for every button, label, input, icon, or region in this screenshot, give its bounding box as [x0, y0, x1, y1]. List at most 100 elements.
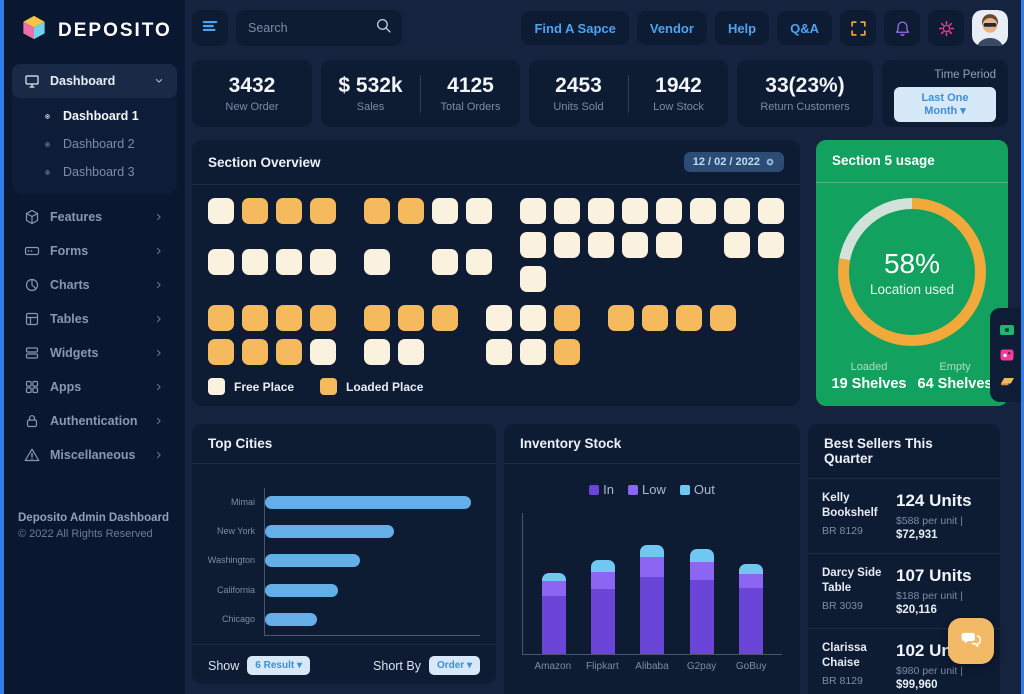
sidebar-item-forms[interactable]: Forms: [12, 234, 177, 268]
fullscreen-button[interactable]: [840, 10, 876, 46]
shelf-free: [656, 232, 682, 258]
sidebar-item-label: Dashboard: [50, 74, 116, 88]
sidebar-item-authentication[interactable]: Authentication: [12, 404, 177, 438]
sidebar-item-label: Authentication: [50, 414, 138, 428]
shelf-free: [690, 198, 716, 224]
time-period-dropdown[interactable]: Last One Month ▾: [894, 87, 996, 122]
show-results-dropdown[interactable]: 6 Result ▾: [247, 656, 310, 675]
city-label: Mimai: [231, 496, 255, 507]
inventory-segment-in: [689, 580, 714, 654]
header-link-find-a-sapce[interactable]: Find A Sapce: [521, 11, 629, 45]
date-filter-badge[interactable]: 12 / 02 / 2022: [683, 152, 784, 172]
shelf-free: [364, 339, 390, 365]
brand-logo[interactable]: DEPOSITO: [4, 0, 185, 58]
sort-order-dropdown[interactable]: Order ▾: [428, 656, 480, 675]
stat-label: New Order: [225, 101, 279, 114]
shelf-loaded: [554, 339, 580, 365]
shelf-loaded: [242, 198, 268, 224]
stat-divider: [628, 74, 629, 113]
header-links: Find A Sapce Vendor Help Q&A: [521, 11, 832, 45]
sidebar-item-widgets[interactable]: Widgets: [12, 336, 177, 370]
stat-cell-new-order: 3432 New Order: [192, 74, 312, 113]
sidebar-item-tables[interactable]: Tables: [12, 302, 177, 336]
chevron-right-icon: [153, 449, 165, 461]
legend-item-loaded-place: Loaded Place: [320, 378, 423, 395]
sidebar-item-features[interactable]: Features: [12, 200, 177, 234]
sidebar-item-dashboard[interactable]: Dashboard: [12, 64, 177, 98]
inventory-legend-label: In: [603, 482, 614, 497]
shelf-free: [242, 249, 268, 275]
seller-item-kelly-bookshelf[interactable]: Kelly Bookshelf BR 8129 124 Units $588 per …: [808, 479, 1000, 554]
header-link-q-a[interactable]: Q&A: [777, 11, 832, 45]
gear-button[interactable]: [928, 10, 964, 46]
sidebar-item-charts[interactable]: Charts: [12, 268, 177, 302]
gear-icon: [938, 20, 955, 37]
inventory-segment-in: [541, 596, 566, 654]
shelf-loaded: [398, 305, 424, 331]
sidebar-submenu: Dashboard 1 Dashboard 2 Dashboard 3: [12, 98, 177, 194]
top-cities-title: Top Cities: [208, 436, 273, 451]
inventory-bar-g2pay: [689, 549, 714, 654]
date-badge-text: 12 / 02 / 2022: [692, 156, 760, 168]
user-avatar[interactable]: [972, 10, 1008, 46]
usage-stat-empty: Empty 64 Shelves: [912, 361, 998, 392]
city-label: California: [216, 584, 255, 595]
seller-code: BR 3039: [822, 599, 863, 612]
chat-fab-button[interactable]: [948, 618, 994, 664]
shelf-loaded: [676, 305, 702, 331]
green-app-icon[interactable]: [998, 322, 1016, 338]
shelf-free: [520, 339, 546, 365]
search-icon[interactable]: [375, 17, 392, 39]
sidebar-subitem-label: Dashboard 1: [63, 109, 139, 123]
inventory-category-label: Flipkart: [585, 661, 619, 672]
seller-item-darcy-side-table[interactable]: Darcy Side Table BR 3039 107 Units $188 per…: [808, 554, 1000, 629]
stat-value: 1942: [655, 73, 702, 97]
inventory-legend-item-out: Out: [679, 482, 715, 497]
menu-toggle-button[interactable]: [192, 10, 228, 46]
legend-swatch-loaded-place: [320, 378, 338, 395]
shelf-empty-slot: [690, 232, 716, 258]
inventory-legend-swatch-in: [589, 484, 600, 495]
shelf-loaded: [364, 198, 390, 224]
sidebar-item-label: Widgets: [50, 346, 99, 360]
shelf-loaded: [310, 305, 336, 331]
shelf-loaded: [276, 198, 302, 224]
seller-name: Clarissa Chaise: [822, 642, 867, 669]
cube-3d-logo-icon: [18, 14, 50, 48]
chevron-right-icon: [153, 211, 165, 223]
shelf-group: [486, 305, 580, 365]
sidebar-subitem-dashboard-3[interactable]: Dashboard 3: [12, 158, 177, 186]
shelf-free: [724, 232, 750, 258]
sidebar-subitem-dashboard-2[interactable]: Dashboard 2: [12, 130, 177, 158]
search-input[interactable]: [248, 21, 369, 35]
usage-stat-loaded: Loaded 19 Shelves: [826, 361, 912, 392]
usage-stat-label: Loaded: [850, 361, 888, 373]
time-period-card: Time Period Last One Month ▾: [882, 60, 1008, 127]
chevron-down-icon: [153, 75, 165, 87]
chevron-right-icon: [153, 279, 165, 291]
seller-total: $72,931: [896, 529, 938, 541]
sidebar-item-label: Tables: [50, 312, 89, 326]
bell-button[interactable]: [884, 10, 920, 46]
seller-units: 124 Units: [896, 491, 972, 510]
city-label: Washington: [207, 555, 255, 566]
sidebar-item-apps[interactable]: Apps: [12, 370, 177, 404]
orange-folder-icon[interactable]: [998, 372, 1016, 388]
bell-icon: [894, 20, 911, 37]
inventory-segment-low: [739, 574, 764, 588]
pink-app-icon[interactable]: [998, 347, 1016, 363]
inventory-segment-in: [640, 577, 665, 654]
inventory-segment-out: [541, 573, 566, 581]
sidebar-item-label: Forms: [50, 244, 89, 258]
shelf-free: [520, 232, 546, 258]
sidebar-item-miscellaneous[interactable]: Miscellaneous: [12, 438, 177, 472]
inventory-category-label: G2pay: [686, 661, 717, 672]
shelf-loaded: [310, 198, 336, 224]
sidebar-subitem-dashboard-1[interactable]: Dashboard 1: [12, 102, 177, 130]
header-link-vendor[interactable]: Vendor: [636, 11, 707, 45]
right-edge-accent: [1021, 0, 1024, 694]
header-link-help[interactable]: Help: [714, 11, 770, 45]
seller-info: Kelly Bookshelf BR 8129: [822, 491, 886, 541]
stat-cell-return-customers: 33(23%) Return Customers: [737, 74, 873, 113]
city-bar: [265, 583, 339, 597]
